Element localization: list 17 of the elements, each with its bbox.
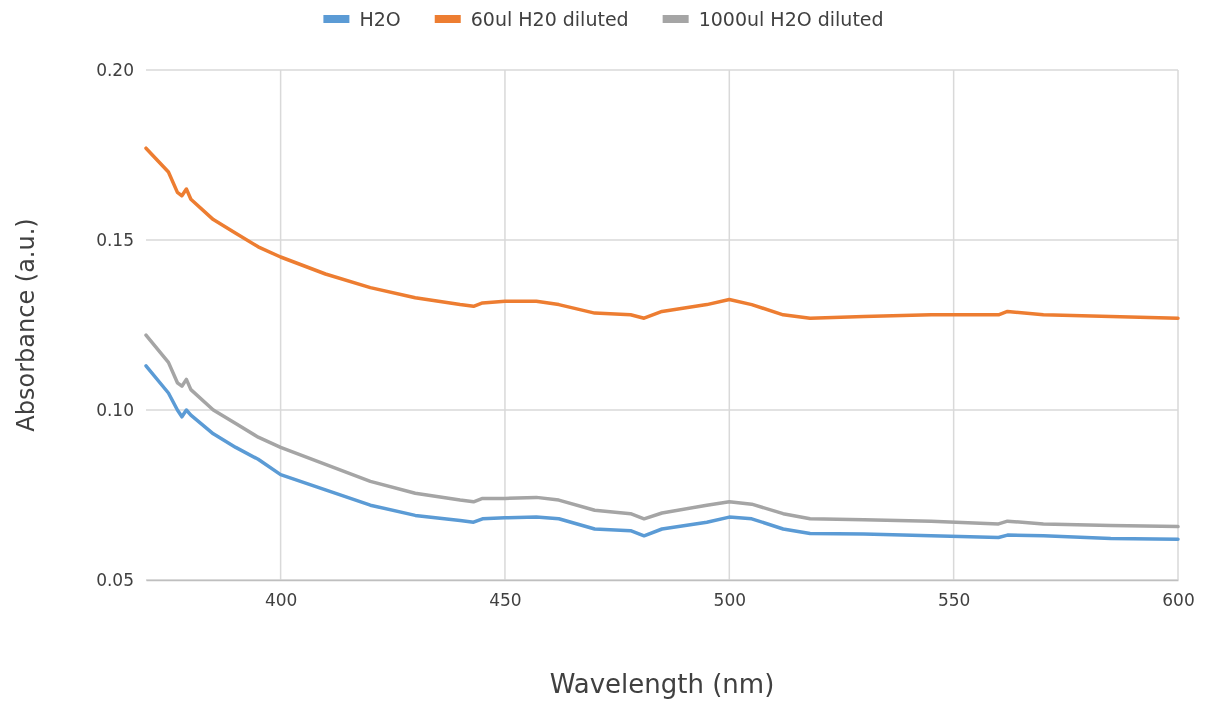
legend-label: H2O	[359, 8, 401, 30]
line-series	[144, 146, 1180, 320]
x-tick-label: 550	[937, 590, 971, 611]
y-tick-label: 0.05	[96, 569, 134, 590]
y-tick-label: 0.10	[96, 399, 134, 420]
x-tick-label: 400	[264, 590, 298, 611]
legend-label: 60ul H20 diluted	[470, 8, 629, 30]
legend-label: 1000ul H2O diluted	[698, 8, 884, 30]
y-tick-label: 0.15	[96, 229, 134, 250]
y-tick-label: 0.20	[96, 59, 134, 80]
x-tick-label: 600	[1162, 590, 1195, 611]
x-axis-title: Wavelength (nm)	[549, 669, 775, 699]
x-tick-label: 450	[489, 590, 522, 611]
x-tick-label: 500	[713, 590, 747, 611]
line-series	[144, 333, 1180, 529]
line-series	[144, 364, 1180, 541]
y-axis-title: Absorbance (a.u.)	[12, 218, 40, 432]
